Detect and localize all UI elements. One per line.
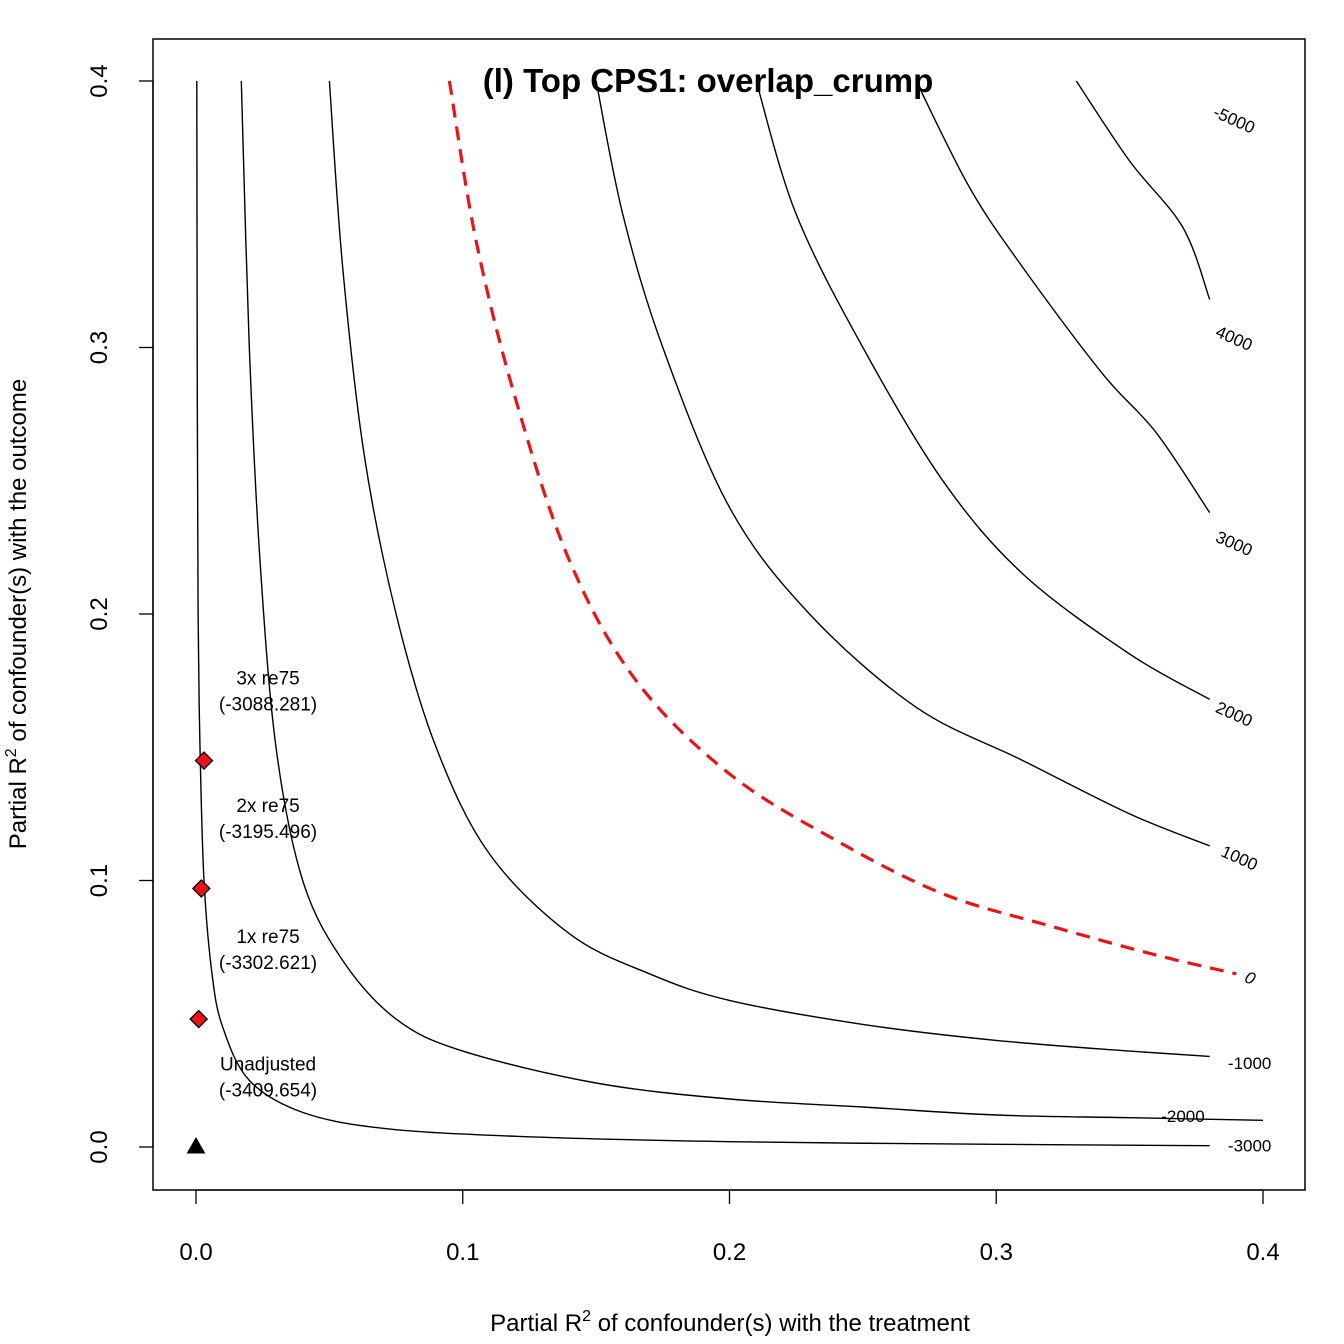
- point-value-unadjusted: (-3409.654): [219, 1081, 317, 1102]
- contour-line--2000: [240, 80, 1264, 1121]
- point-label-3x-re75: 3x re75: [236, 668, 299, 689]
- contour-line-0: [447, 80, 1237, 976]
- x-axis: 0.0 0.1 0.2 0.3 0.4: [179, 1189, 1280, 1266]
- x-tick-label-0.0: 0.0: [179, 1239, 212, 1266]
- contour-label--3000: -3000: [1228, 1136, 1271, 1155]
- point-1x-re75: [189, 1009, 209, 1029]
- y-tick-label-0.3: 0.3: [86, 331, 113, 364]
- x-axis-title: Partial R2 of confounder(s) with the tre…: [490, 1308, 970, 1337]
- contour-label--2000: -2000: [1161, 1107, 1204, 1126]
- contour-line-1000: [595, 80, 1210, 847]
- contour-line-2000: [755, 80, 1211, 700]
- point-value-2x-re75: (-3195.496): [219, 822, 317, 843]
- y-axis: 0.0 0.1 0.2 0.3 0.4: [86, 64, 154, 1164]
- x-tick-label-0.3: 0.3: [980, 1239, 1013, 1266]
- x-tick-label-0.4: 0.4: [1246, 1239, 1279, 1266]
- point-value-3x-re75: (-3088.281): [219, 694, 317, 715]
- y-tick-label-0.1: 0.1: [86, 864, 113, 897]
- x-tick-label-0.1: 0.1: [446, 1239, 479, 1266]
- point-label-unadjusted: Unadjusted: [220, 1055, 316, 1076]
- benchmark-points: Unadjusted (-3409.654) 1x re75 (-3302.621) 2…: [186, 668, 317, 1154]
- point-value-1x-re75: (-3302.621): [219, 953, 317, 974]
- contour-label--1000: -1000: [1228, 1054, 1271, 1073]
- y-tick-label-0.0: 0.0: [86, 1130, 113, 1163]
- point-label-2x-re75: 2x re75: [236, 796, 299, 817]
- x-tick-label-0.2: 0.2: [713, 1239, 746, 1266]
- contour-line-4000: [1075, 80, 1211, 300]
- y-axis-title: Partial R2 of confounder(s) with the out…: [3, 379, 32, 849]
- point-unadjusted: [186, 1136, 206, 1154]
- chart-title: (l) Top CPS1: overlap_crump: [483, 62, 933, 99]
- contour-line-3000: [915, 80, 1211, 514]
- y-tick-label-0.2: 0.2: [86, 597, 113, 630]
- point-3x-re75: [194, 751, 214, 770]
- point-label-1x-re75: 1x re75: [236, 927, 299, 948]
- contour-line--3000: [196, 80, 1210, 1147]
- contour-lines: [196, 80, 1264, 1147]
- y-tick-label-0.4: 0.4: [86, 64, 113, 97]
- point-2x-re75: [191, 879, 211, 898]
- contour-line--1000: [328, 80, 1210, 1058]
